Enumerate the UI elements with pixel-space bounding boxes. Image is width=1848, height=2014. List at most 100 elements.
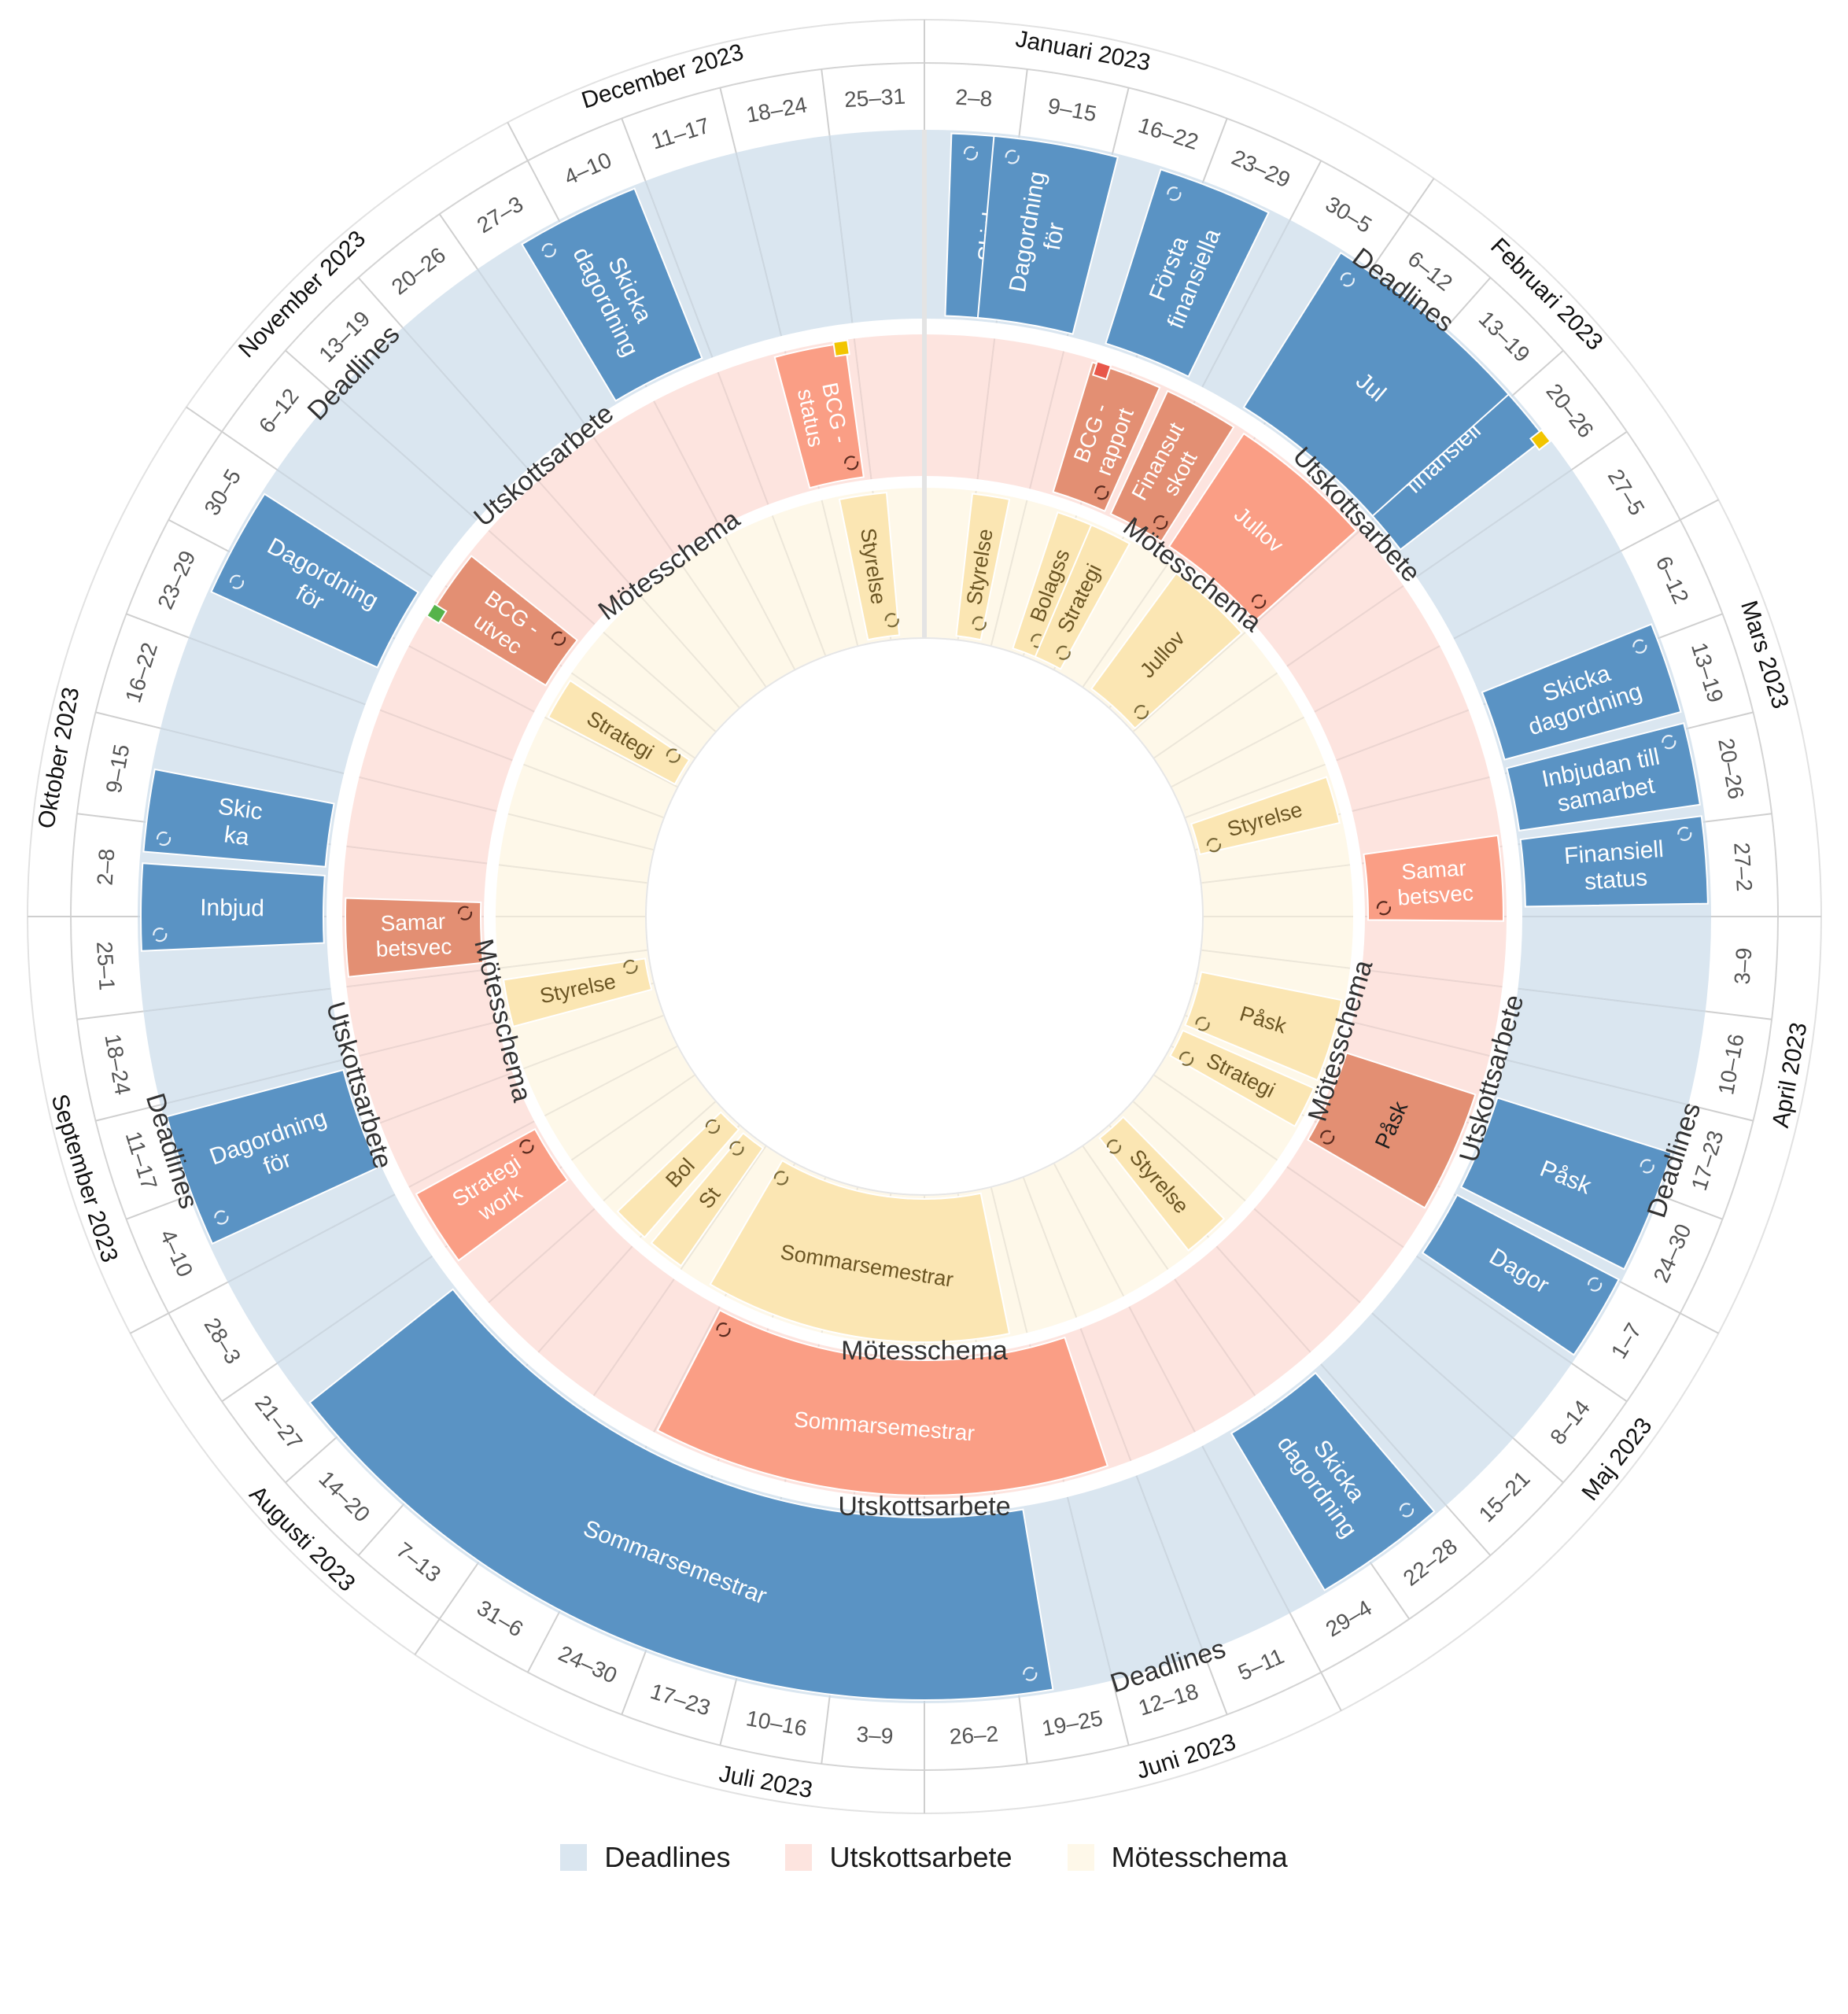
deadlines-week-cell[interactable] [335, 327, 529, 521]
utskott-week-cell[interactable] [1286, 585, 1440, 712]
motes-week-cell[interactable] [990, 1177, 1077, 1333]
utskott-week-cell[interactable] [977, 338, 1064, 489]
motes-week-cell[interactable] [603, 596, 740, 732]
utskott-week-cell[interactable] [489, 481, 633, 625]
deadlines-week-cell[interactable] [277, 394, 478, 577]
motes-week-cell[interactable] [725, 515, 826, 669]
deadlines-week-cell[interactable] [160, 637, 366, 774]
motes-week-cell[interactable] [1195, 813, 1351, 883]
deadlines-week-cell[interactable] [1518, 917, 1711, 1012]
legend-item[interactable]: Utskottsarbete [785, 1841, 1013, 1874]
event-deadlines[interactable] [1421, 1193, 1621, 1356]
event-motes[interactable] [650, 1131, 765, 1267]
motes-week-cell[interactable] [681, 537, 795, 687]
motes-week-cell[interactable] [1023, 1164, 1124, 1318]
motes-week-cell[interactable] [1053, 1146, 1168, 1297]
event-motes[interactable] [1184, 971, 1343, 1082]
event-motes[interactable] [547, 679, 691, 786]
utskott-week-cell[interactable] [359, 1022, 513, 1123]
utskott-week-cell[interactable] [1314, 646, 1469, 761]
motes-week-cell[interactable] [523, 1015, 677, 1116]
motes-week-cell[interactable] [1201, 917, 1353, 968]
utskott-week-cell[interactable] [444, 1167, 595, 1303]
motes-week-cell[interactable] [924, 488, 976, 640]
event-utskott[interactable] [415, 1127, 569, 1262]
event-deadlines[interactable] [210, 492, 419, 669]
event-motes[interactable] [502, 957, 653, 1028]
motes-week-cell[interactable] [772, 500, 858, 656]
utskott-week-cell[interactable] [854, 334, 924, 480]
motes-week-cell[interactable] [1171, 717, 1326, 818]
event-utskott[interactable] [656, 1309, 1109, 1496]
event-motes[interactable] [838, 492, 901, 641]
deadlines-week-cell[interactable] [1320, 1312, 1514, 1506]
motes-week-cell[interactable] [681, 1146, 795, 1297]
utskott-week-cell[interactable] [538, 1246, 674, 1396]
utskott-week-cell[interactable] [924, 334, 995, 480]
event-deadlines[interactable] [165, 1068, 380, 1245]
event-deadlines[interactable] [1105, 168, 1270, 378]
deadlines-week-cell[interactable] [1453, 551, 1661, 705]
deadlines-week-cell[interactable] [1416, 469, 1621, 639]
motes-week-cell[interactable] [498, 813, 654, 883]
event-motes[interactable] [616, 1111, 740, 1239]
motes-week-cell[interactable] [1133, 632, 1278, 758]
event-deadlines[interactable] [308, 1288, 1054, 1701]
legend-item[interactable]: Mötesschema [1067, 1841, 1288, 1874]
utskott-week-cell[interactable] [380, 1072, 535, 1187]
utskott-week-cell[interactable] [1361, 917, 1507, 987]
utskott-week-cell[interactable] [346, 776, 497, 864]
motes-week-cell[interactable] [1154, 673, 1304, 788]
deadlines-week-cell[interactable] [1371, 1256, 1572, 1439]
motes-week-cell[interactable] [1109, 1101, 1245, 1238]
event-utskott[interactable] [1109, 389, 1235, 543]
motes-week-cell[interactable] [507, 983, 664, 1069]
motes-week-cell[interactable] [523, 717, 677, 818]
utskott-week-cell[interactable] [346, 969, 497, 1057]
motes-week-cell[interactable] [496, 917, 647, 968]
event-utskott[interactable] [429, 555, 579, 687]
event-utskott[interactable] [1307, 1052, 1477, 1209]
legend-item[interactable]: Deadlines [560, 1841, 730, 1874]
deadlines-week-cell[interactable] [829, 130, 924, 323]
event-utskott[interactable] [773, 341, 865, 489]
event-deadlines[interactable] [1459, 1097, 1673, 1271]
event-deadlines[interactable] [521, 187, 703, 402]
event-deadlines[interactable] [1242, 251, 1510, 518]
motes-week-cell[interactable] [1133, 1075, 1278, 1201]
event-utskott[interactable] [1052, 361, 1161, 513]
event-motes[interactable] [1169, 1029, 1315, 1127]
motes-week-cell[interactable] [507, 764, 664, 850]
motes-week-cell[interactable] [640, 563, 766, 708]
motes-week-cell[interactable] [1201, 865, 1353, 917]
event-deadlines[interactable] [142, 768, 335, 868]
utskott-week-cell[interactable] [380, 646, 535, 761]
event-motes[interactable] [1090, 572, 1243, 730]
utskott-week-cell[interactable] [359, 710, 513, 811]
deadlines-week-cell[interactable] [736, 135, 853, 337]
event-deadlines[interactable] [1230, 1371, 1436, 1592]
deadlines-week-cell[interactable] [143, 988, 345, 1105]
utskott-week-cell[interactable] [593, 1278, 720, 1433]
utskott-week-cell[interactable] [1254, 1167, 1404, 1303]
utskott-week-cell[interactable] [489, 1208, 633, 1352]
event-motes[interactable] [709, 1159, 1011, 1343]
utskott-week-cell[interactable] [1129, 1278, 1256, 1433]
utskott-week-cell[interactable] [1254, 530, 1404, 666]
motes-week-cell[interactable] [544, 1046, 695, 1160]
event-utskott[interactable] [345, 897, 485, 978]
event-motes[interactable] [1098, 1116, 1226, 1252]
event-motes[interactable] [1190, 776, 1341, 856]
utskott-week-cell[interactable] [654, 372, 769, 527]
utskott-week-cell[interactable] [1175, 1246, 1311, 1396]
deadlines-week-cell[interactable] [1067, 1475, 1204, 1680]
deadlines-week-cell[interactable] [1136, 1445, 1290, 1653]
motes-week-cell[interactable] [1053, 537, 1168, 687]
motes-week-cell[interactable] [496, 865, 647, 917]
deadlines-week-cell[interactable] [1504, 988, 1706, 1105]
event-deadlines[interactable] [1481, 623, 1682, 761]
deadlines-week-cell[interactable] [402, 269, 585, 470]
motes-week-cell[interactable] [1154, 1046, 1304, 1160]
deadlines-week-cell[interactable] [645, 153, 782, 358]
event-deadlines[interactable] [140, 862, 326, 952]
